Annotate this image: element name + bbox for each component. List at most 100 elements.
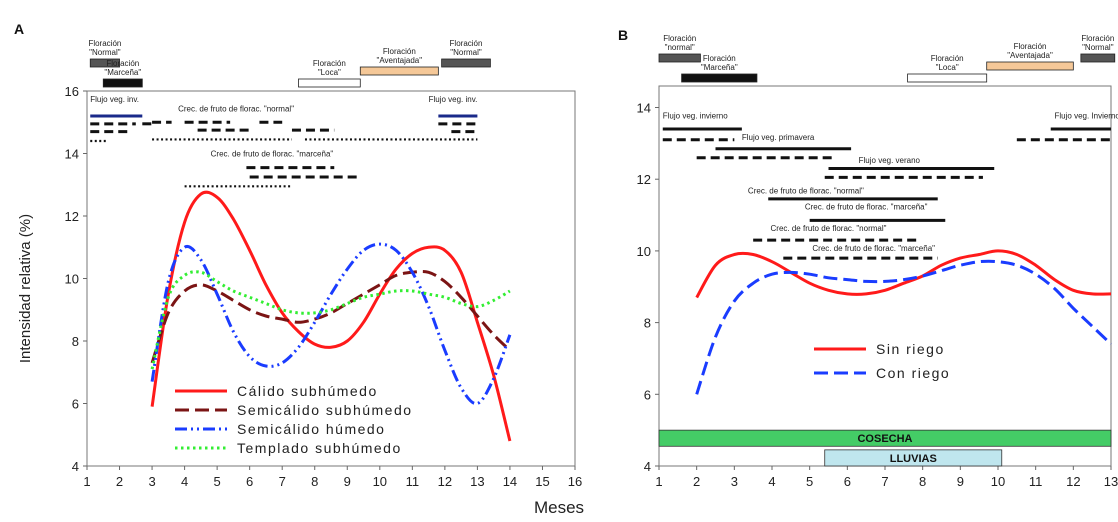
floracion-box (441, 58, 491, 68)
x-tick-label: 6 (844, 474, 851, 489)
series-line (695, 259, 1113, 395)
floracion-box (681, 73, 758, 83)
x-tick-label: 15 (535, 474, 549, 489)
plot-frame (658, 85, 1112, 467)
phenology-annotation: Crec. de fruto de florac. "normal" (771, 224, 887, 233)
floracion-label: Floración (931, 54, 964, 63)
series-line (695, 249, 1112, 299)
season-band (658, 429, 1112, 447)
x-tick-label: 8 (919, 474, 926, 489)
x-tick-label: 12 (1066, 474, 1080, 489)
x-tick-label: 5 (214, 474, 221, 489)
phenology-annotation: Flujo veg. primavera (742, 133, 815, 142)
y-tick-label: 12 (637, 172, 651, 187)
y-tick-label: 10 (637, 244, 651, 259)
phenology-annotation: Crec. de fruto de florac. "marceña" (805, 203, 928, 212)
floracion-label: "Normal" (450, 48, 482, 57)
floracion-box (89, 58, 120, 68)
series-line (150, 269, 511, 364)
y-axis-title: Intensidad relativa (%) (17, 214, 34, 363)
floracion-label: "Marceña" (104, 68, 141, 77)
x-tick-label: 2 (693, 474, 700, 489)
x-tick-label: 14 (503, 474, 517, 489)
floracion-label: Floración (663, 34, 696, 43)
floracion-box (359, 66, 439, 76)
season-band (824, 449, 1003, 467)
x-tick-label: 3 (731, 474, 738, 489)
y-tick-label: 6 (644, 387, 651, 402)
series-line (150, 242, 512, 406)
phenology-annotation: Flujo veg. inv. (429, 95, 478, 104)
panel-letter: A (14, 21, 24, 37)
floracion-box (102, 78, 143, 88)
legend-label: Sin riego (876, 341, 945, 357)
season-band-label: LLUVIAS (890, 453, 937, 465)
x-tick-label: 13 (470, 474, 484, 489)
x-tick-label: 2 (116, 474, 123, 489)
plot-frame (86, 90, 576, 467)
floracion-label: "Aventajada" (1007, 51, 1053, 60)
x-axis-title: Meses (533, 498, 585, 517)
y-tick-label: 16 (65, 84, 79, 99)
floracion-label: "Aventajada" (377, 56, 423, 65)
x-tick-label: 6 (246, 474, 253, 489)
y-tick-label: 10 (65, 272, 79, 287)
legend-label: Semicálido húmedo (237, 421, 385, 437)
floracion-box (1080, 53, 1116, 63)
phenology-annotation: Flujo veg. Invierno (1055, 111, 1118, 120)
y-tick-label: 14 (65, 147, 79, 162)
series-line (150, 190, 512, 442)
x-tick-label: 7 (881, 474, 888, 489)
floracion-label: Floración (1081, 34, 1114, 43)
phenology-annotation: Flujo veg. inv. (90, 95, 139, 104)
x-tick-label: 5 (806, 474, 813, 489)
x-tick-label: 8 (311, 474, 318, 489)
phenology-annotation: Flujo veg. verano (859, 156, 921, 165)
floracion-label: "Normal" (1082, 43, 1114, 52)
phenology-annotation: Crec. de fruto de florac. "normal" (748, 187, 864, 196)
legend-label: Semicálido subhúmedo (237, 402, 413, 418)
legend-label: Cálido subhúmedo (237, 383, 378, 399)
x-tick-label: 12 (438, 474, 452, 489)
floracion-label: Floración (313, 59, 346, 68)
floracion-box (298, 78, 361, 88)
x-tick-label: 3 (148, 474, 155, 489)
floracion-box (907, 73, 988, 83)
series-line (150, 270, 511, 370)
y-tick-label: 14 (637, 101, 651, 116)
floracion-label: "Normal" (89, 48, 121, 57)
floracion-label: Floración (450, 39, 483, 48)
x-tick-label: 16 (568, 474, 582, 489)
legend-label: Templado subhúmedo (237, 440, 402, 456)
floracion-label: "Loca" (318, 68, 341, 77)
floracion-label: Floración (88, 39, 121, 48)
x-tick-label: 9 (957, 474, 964, 489)
x-tick-label: 10 (373, 474, 387, 489)
x-tick-label: 11 (406, 474, 420, 489)
floracion-label: Floración (383, 47, 416, 56)
floracion-label: Floración (106, 59, 139, 68)
x-tick-label: 7 (279, 474, 286, 489)
y-tick-label: 8 (644, 316, 651, 331)
x-tick-label: 11 (1029, 474, 1043, 489)
x-tick-label: 9 (344, 474, 351, 489)
x-tick-label: 1 (83, 474, 90, 489)
x-tick-label: 4 (768, 474, 775, 489)
floracion-label: Floración (1014, 42, 1047, 51)
y-tick-label: 8 (72, 334, 79, 349)
y-tick-label: 12 (65, 209, 79, 224)
floracion-label: "Loca" (936, 63, 959, 72)
phenology-annotation: Crec. de fruto de florac. "marceña" (211, 150, 334, 159)
phenology-annotation: Crec. de fruto de florac. "normal" (178, 104, 294, 113)
y-tick-label: 6 (72, 397, 79, 412)
x-tick-label: 4 (181, 474, 188, 489)
floracion-box (986, 61, 1074, 71)
x-tick-label: 1 (655, 474, 662, 489)
panel-letter: B (618, 27, 628, 43)
season-band-label: COSECHA (857, 433, 912, 445)
x-tick-label: 13 (1104, 474, 1118, 489)
phenology-annotation: Flujo veg. invierno (663, 111, 728, 120)
